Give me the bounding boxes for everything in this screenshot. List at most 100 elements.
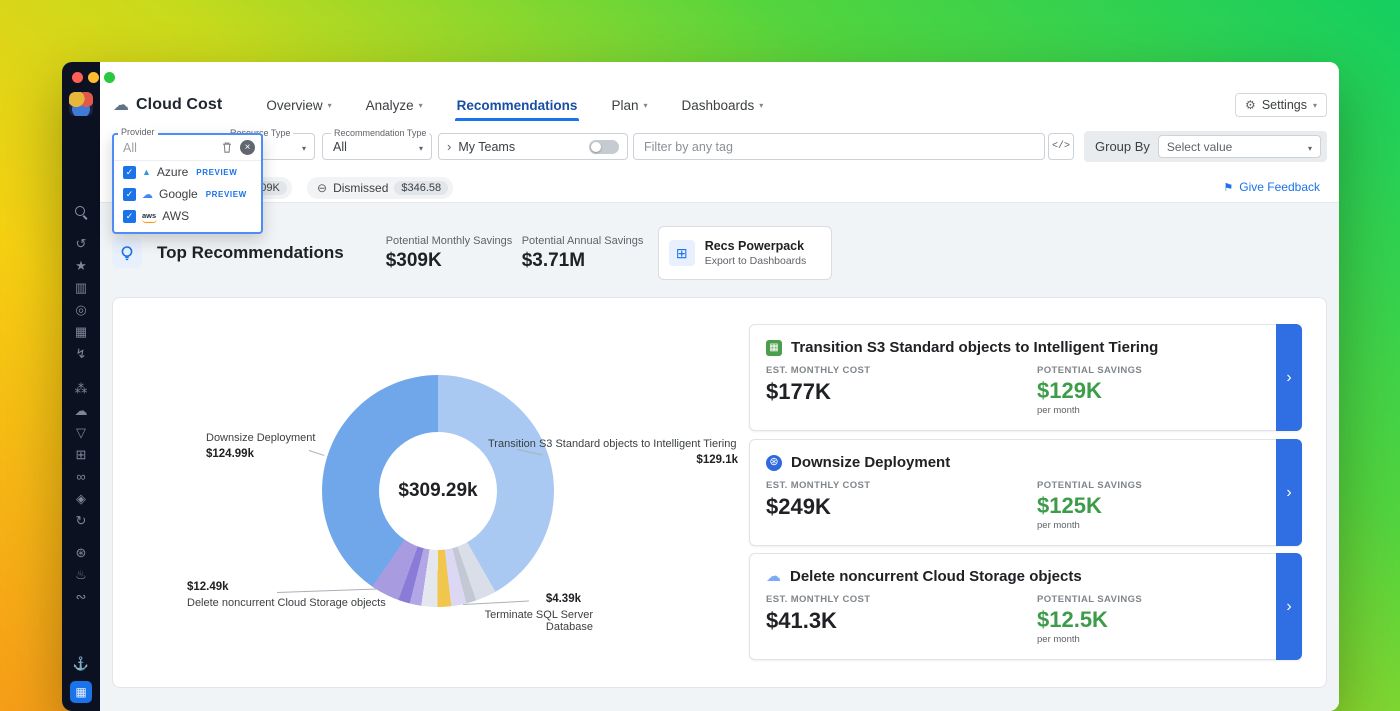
anchor-icon[interactable]: ⚓ xyxy=(70,656,92,672)
est-cost-value: $177K xyxy=(766,379,1261,405)
funnel-icon[interactable]: ▽ xyxy=(62,425,100,441)
est-cost-label: EST. MONTHLY COST xyxy=(766,480,1261,491)
checkbox-checked[interactable]: ✓ xyxy=(123,210,136,223)
aws-icon: aws xyxy=(142,211,156,220)
minimize-window-button[interactable] xyxy=(88,72,99,83)
recommendation-card-transition-s3[interactable]: ▦ Transition S3 Standard objects to Inte… xyxy=(749,324,1302,431)
filter-bar: Provider All ▾ Resource Type All ▾ Recom… xyxy=(100,133,1339,167)
gear-icon: ⚙ xyxy=(1245,98,1256,112)
potential-savings-label: POTENTIAL SAVINGS xyxy=(1037,594,1142,605)
app-window: ↺ ★ ▥ ◎ ▦ ↯ ⁂ ☁ ▽ ⊞ ∞ ◈ ↻ ⊛ ♨ ∾ ⚓ ▦ ☁ Cl… xyxy=(62,62,1339,711)
tag-filter-input[interactable] xyxy=(633,133,1045,160)
my-teams-toggle[interactable] xyxy=(589,140,619,154)
settings-button[interactable]: ⚙ Settings ▾ xyxy=(1235,93,1327,117)
cloud-storage-icon: ☁ xyxy=(766,569,781,585)
open-recommendation-button[interactable]: › xyxy=(1276,553,1302,660)
tab-plan[interactable]: Plan ▾ xyxy=(611,90,647,120)
tab-recommendations[interactable]: Recommendations xyxy=(457,90,578,120)
cloud-icon[interactable]: ☁ xyxy=(62,403,100,419)
content-area: ☁ Cloud Cost Overview ▾ Analyze ▾ Recomm… xyxy=(100,62,1339,711)
cluster-icon[interactable]: ⁂ xyxy=(62,381,100,397)
donut-total-label: $309.29k xyxy=(398,480,477,502)
close-window-button[interactable] xyxy=(72,72,83,83)
provider-current-value: All xyxy=(123,141,214,155)
dismissed-chip[interactable]: ⊖ Dismissed $346.58 xyxy=(307,177,453,199)
per-month-label: per month xyxy=(1037,405,1142,416)
chevron-down-icon: ▾ xyxy=(419,144,423,153)
give-feedback-link[interactable]: ⚑ Give Feedback xyxy=(1223,180,1320,194)
provider-option-azure[interactable]: ✓ ▲ Azure PREVIEW xyxy=(114,161,261,183)
callout-transition-s3: Transition S3 Standard objects to Intell… xyxy=(488,438,738,466)
refresh-icon[interactable]: ↻ xyxy=(62,513,100,529)
callout-downsize-deployment: Downsize Deployment $124.99k xyxy=(206,432,315,460)
wave-icon[interactable]: ∾ xyxy=(62,589,100,605)
powerpack-title: Recs Powerpack xyxy=(705,239,807,253)
provider-dropdown-input[interactable]: All × xyxy=(114,135,261,161)
provider-option-aws[interactable]: ✓ aws AWS xyxy=(114,205,261,227)
google-cloud-icon: ☁ xyxy=(142,188,153,201)
est-cost-label: EST. MONTHLY COST xyxy=(766,365,1261,376)
tab-overview[interactable]: Overview ▾ xyxy=(266,90,331,120)
recommendation-card-downsize-deployment[interactable]: ⊛ Downsize Deployment EST. MONTHLY COST … xyxy=(749,439,1302,546)
feedback-icon: ⚑ xyxy=(1223,181,1233,194)
app-logo[interactable] xyxy=(69,92,93,116)
provider-option-google[interactable]: ✓ ☁ Google PREVIEW xyxy=(114,183,261,205)
provider-label: Provider xyxy=(118,127,158,137)
my-teams-control[interactable]: › My Teams xyxy=(438,133,628,160)
potential-savings-label: POTENTIAL SAVINGS xyxy=(1037,480,1142,491)
provider-dropdown-panel: All × ✓ ▲ Azure PREVIEW ✓ ☁ Google PREVI… xyxy=(112,133,263,234)
bar-chart-icon[interactable]: ▥ xyxy=(62,280,100,296)
recommendation-card-delete-noncurrent[interactable]: ☁ Delete noncurrent Cloud Storage object… xyxy=(749,553,1302,660)
monthly-savings-block: Potential Monthly Savings $309K xyxy=(386,235,522,272)
chevron-right-icon: › xyxy=(1286,598,1291,616)
callout-terminate-sql: $4.39k Terminate SQL Server Database xyxy=(441,593,593,633)
recs-powerpack-card[interactable]: ⊞ Recs Powerpack Export to Dashboards xyxy=(658,226,832,280)
trash-icon[interactable] xyxy=(221,141,233,154)
tab-dashboards[interactable]: Dashboards ▾ xyxy=(681,90,763,120)
flame-icon[interactable]: ♨ xyxy=(62,567,100,583)
status-bar: $309K ⊖ Dismissed $346.58 ⚑ Give Feedbac… xyxy=(100,176,1339,203)
powerpack-subtitle: Export to Dashboards xyxy=(705,255,807,267)
open-recommendation-button[interactable]: › xyxy=(1276,439,1302,546)
s3-icon: ▦ xyxy=(766,340,782,356)
potential-savings-value: $125K xyxy=(1037,493,1142,519)
shield-icon[interactable]: ◈ xyxy=(62,491,100,507)
target-icon[interactable]: ◎ xyxy=(62,302,100,318)
checkbox-checked[interactable]: ✓ xyxy=(123,166,136,179)
annual-savings-block: Potential Annual Savings $3.71M xyxy=(522,235,646,272)
chevron-down-icon: ▾ xyxy=(759,101,763,110)
layers-icon[interactable]: ⊞ xyxy=(62,447,100,463)
potential-savings-label: POTENTIAL SAVINGS xyxy=(1037,365,1142,376)
zoom-window-button[interactable] xyxy=(104,72,115,83)
chevron-down-icon: ▾ xyxy=(419,101,423,110)
sparkle-icon[interactable]: ★ xyxy=(62,258,100,274)
lightning-icon[interactable]: ↯ xyxy=(62,346,100,362)
group-by-select[interactable]: Select value ▾ xyxy=(1158,135,1321,158)
cube-icon[interactable]: ▦ xyxy=(62,324,100,340)
advanced-query-button[interactable]: </> xyxy=(1048,133,1074,160)
history-icon[interactable]: ↺ xyxy=(62,236,100,252)
checkbox-checked[interactable]: ✓ xyxy=(123,188,136,201)
lightbulb-icon xyxy=(112,238,142,268)
donut-chart[interactable]: $309.29k xyxy=(322,375,554,607)
monthly-savings-label: Potential Monthly Savings xyxy=(386,235,522,247)
per-month-label: per month xyxy=(1037,634,1142,645)
clear-selection-icon[interactable]: × xyxy=(240,140,255,155)
tab-analyze[interactable]: Analyze ▾ xyxy=(366,90,423,120)
burst-icon[interactable]: ⊛ xyxy=(62,545,100,561)
link-icon[interactable]: ∞ xyxy=(62,469,100,485)
chevron-right-icon: › xyxy=(1286,369,1291,387)
summary-row: Top Recommendations Potential Monthly Sa… xyxy=(112,225,1327,281)
est-cost-value: $41.3K xyxy=(766,608,1261,634)
recommendations-card: $309.29k Downsize Deployment $124.99k Tr… xyxy=(112,297,1327,688)
app-header: ☁ Cloud Cost Overview ▾ Analyze ▾ Recomm… xyxy=(100,62,1339,120)
recommendation-type-select[interactable]: All ▾ Recommendation Type xyxy=(322,133,432,160)
search-icon[interactable] xyxy=(73,204,89,220)
group-by-control: Group By Select value ▾ xyxy=(1084,131,1327,162)
chevron-down-icon: ▾ xyxy=(643,101,647,110)
powerpack-icon: ⊞ xyxy=(669,240,695,266)
open-recommendation-button[interactable]: › xyxy=(1276,324,1302,431)
active-app-icon[interactable]: ▦ xyxy=(70,681,92,703)
recommendation-type-label: Recommendation Type xyxy=(331,128,429,138)
dismissed-label: Dismissed xyxy=(333,181,388,195)
